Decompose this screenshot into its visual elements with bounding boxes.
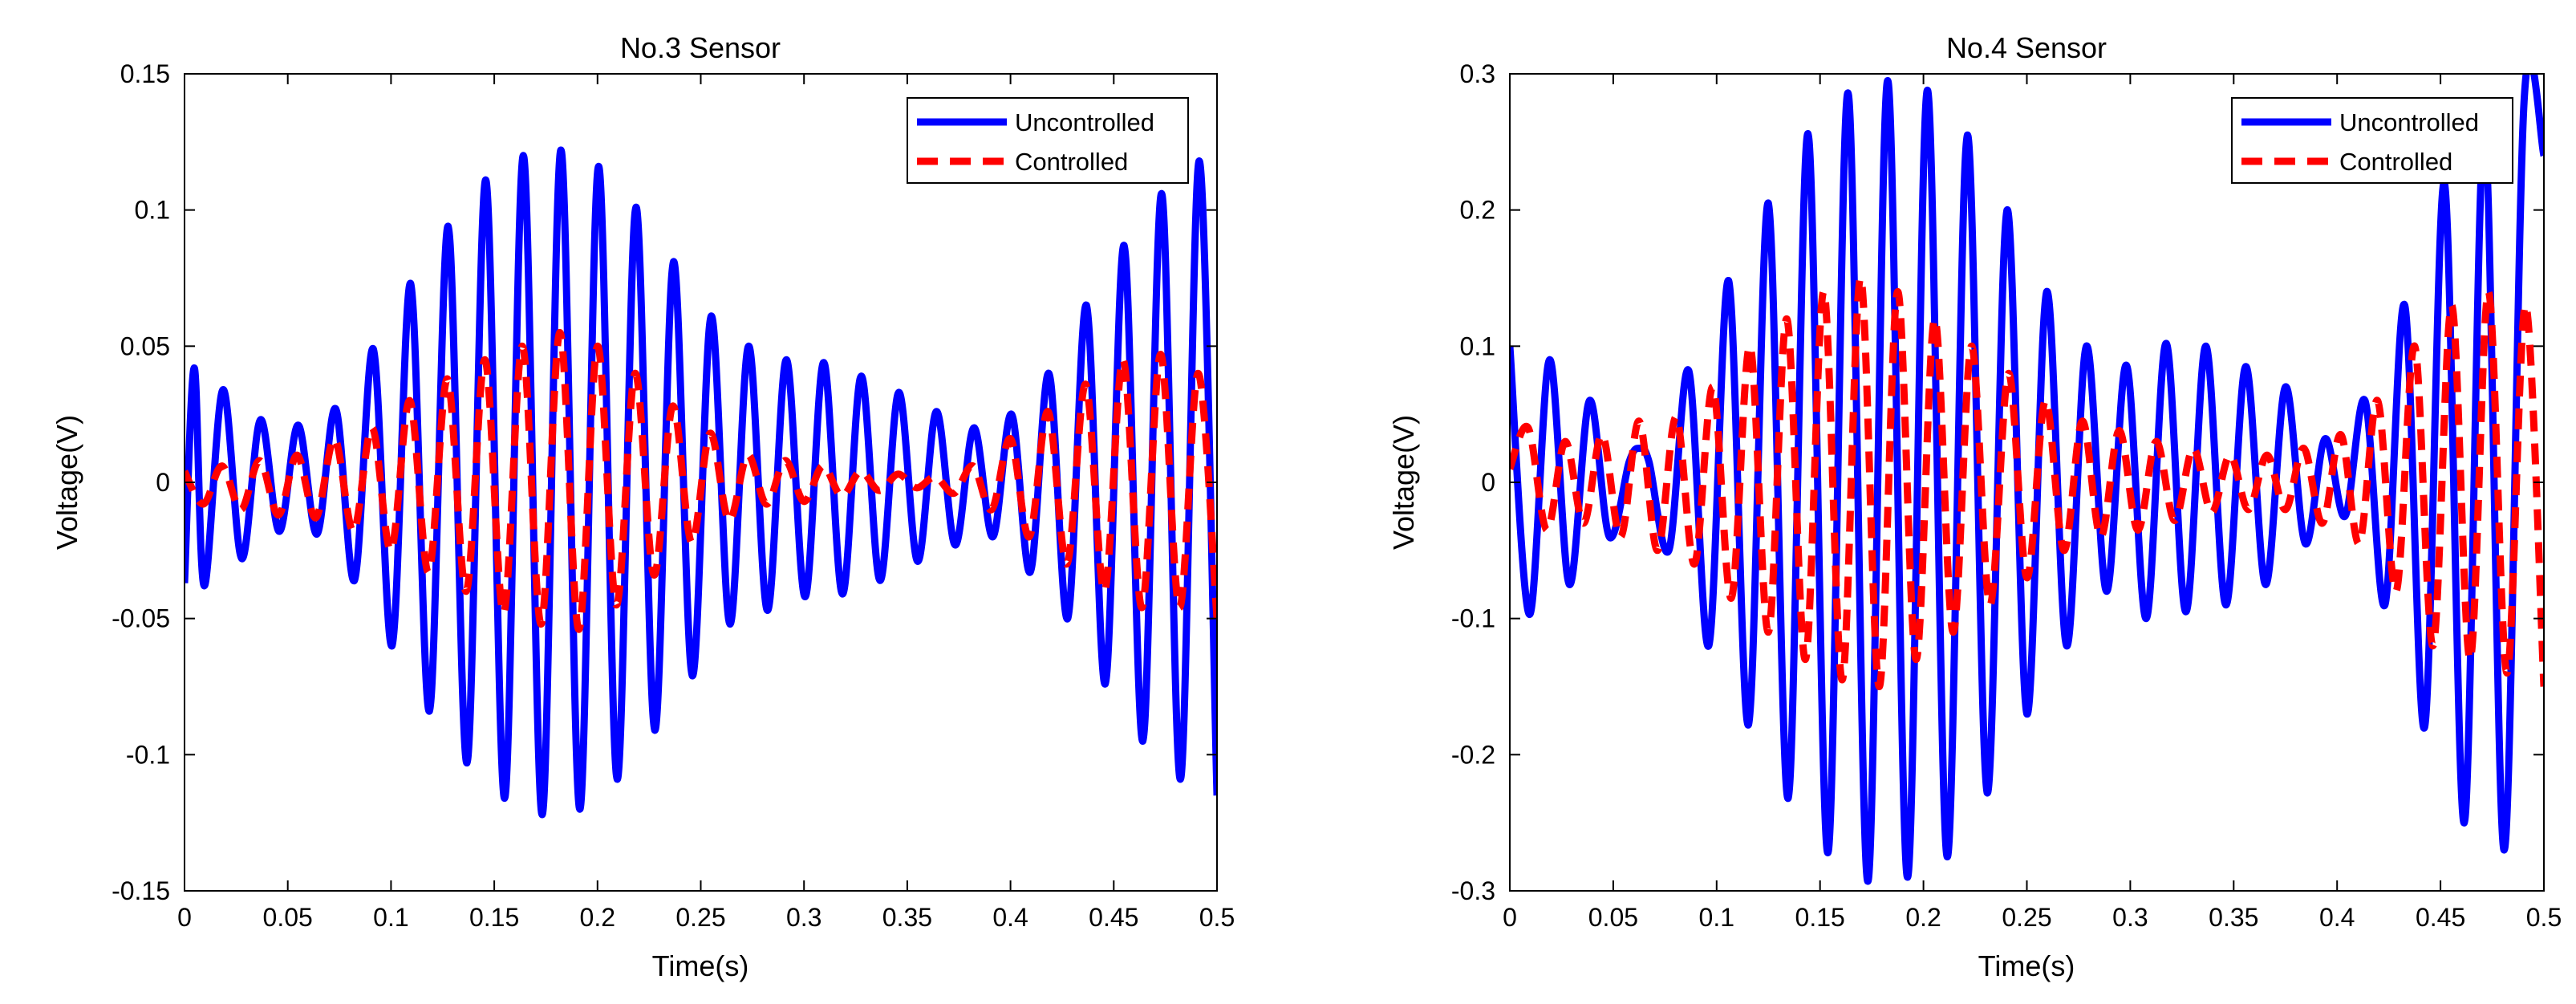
x-tick-label: 0.15	[469, 903, 519, 932]
y-tick-label: -0.1	[126, 740, 170, 769]
legend: Uncontrolled Controlled	[2231, 97, 2513, 184]
legend-label-uncontrolled: Uncontrolled	[2339, 108, 2479, 136]
legend: Uncontrolled Controlled	[907, 97, 1189, 184]
x-tick-label: 0.35	[882, 903, 932, 932]
x-tick-label: 0.4	[2319, 903, 2355, 932]
x-ticks: 0 0.05 0.1 0.15 0.2 0.25 0.3 0.35 0.4 0.45 0.5	[1503, 74, 2562, 932]
y-tick-label: -0.2	[1451, 740, 1495, 769]
x-tick-label: 0.25	[2002, 903, 2051, 932]
y-axis-label: Voltage(V)	[51, 415, 83, 550]
x-tick-label: 0.4	[992, 903, 1028, 932]
x-axis-label: Time(s)	[652, 949, 749, 982]
x-tick-label: 0.5	[1199, 903, 1235, 932]
legend-box	[907, 97, 1189, 184]
series-uncontrolled-line	[1510, 74, 2544, 885]
x-tick-label: 0.3	[2112, 903, 2148, 932]
y-tick-label: 0.2	[1460, 196, 1495, 225]
y-tick-label: -0.15	[112, 876, 170, 905]
series-controlled-line	[185, 328, 1217, 633]
series-lines	[1510, 74, 2544, 885]
chart-title: No.3 Sensor	[620, 31, 781, 64]
x-tick-label: 0.5	[2526, 903, 2562, 932]
y-tick-label: -0.3	[1451, 876, 1495, 905]
x-tick-label: 0.05	[1588, 903, 1638, 932]
y-tick-label: 0	[1481, 468, 1495, 497]
y-ticks: -0.15 -0.1 -0.05 0 0.05 0.1 0.15	[112, 59, 1217, 905]
x-tick-label: 0.1	[1699, 903, 1734, 932]
y-tick-label: 0.1	[135, 196, 170, 225]
y-tick-label: 0.15	[120, 59, 170, 88]
y-tick-label: 0.05	[120, 331, 170, 360]
series-controlled-line	[1510, 274, 2544, 691]
y-tick-label: -0.05	[112, 604, 170, 633]
legend-label-controlled: Controlled	[2339, 148, 2452, 176]
x-tick-label: 0.2	[1905, 903, 1941, 932]
x-axis-label: Time(s)	[1978, 949, 2075, 982]
x-tick-label: 0.1	[373, 903, 408, 932]
chart-no4-sensor: 0 0.05 0.1 0.15 0.2 0.25 0.3 0.35 0.4 0.45 0.5 -0.…	[1387, 31, 2562, 982]
chart-title: No.4 Sensor	[1946, 31, 2107, 64]
x-tick-label: 0.45	[1089, 903, 1138, 932]
y-tick-label: -0.1	[1451, 604, 1495, 633]
x-tick-label: 0.15	[1795, 903, 1845, 932]
series-lines	[185, 146, 1217, 819]
x-tick-label: 0.2	[580, 903, 615, 932]
x-tick-label: 0.3	[786, 903, 821, 932]
legend-box	[2231, 97, 2513, 184]
y-tick-label: 0	[156, 468, 170, 497]
x-tick-label: 0.35	[2209, 903, 2258, 932]
y-ticks: -0.3 -0.2 -0.1 0 0.1 0.2 0.3	[1451, 59, 2544, 905]
x-ticks: 0 0.05 0.1 0.15 0.2 0.25 0.3 0.35 0.4 0.45 0.5	[177, 74, 1235, 932]
x-tick-label: 0.05	[263, 903, 313, 932]
y-tick-label: 0.1	[1460, 331, 1495, 360]
x-tick-label: 0.25	[675, 903, 725, 932]
legend-label-controlled: Controlled	[1015, 148, 1128, 176]
chart-no3-sensor: 0 0.05 0.1 0.15 0.2 0.25 0.3 0.35 0.4 0.45 0.5 -0.…	[51, 31, 1235, 982]
legend-label-uncontrolled: Uncontrolled	[1015, 108, 1154, 136]
y-tick-label: 0.3	[1460, 59, 1495, 88]
x-tick-label: 0.45	[2416, 903, 2465, 932]
y-axis-label: Voltage(V)	[1387, 415, 1420, 550]
x-tick-label: 0	[177, 903, 192, 932]
x-tick-label: 0	[1503, 903, 1517, 932]
